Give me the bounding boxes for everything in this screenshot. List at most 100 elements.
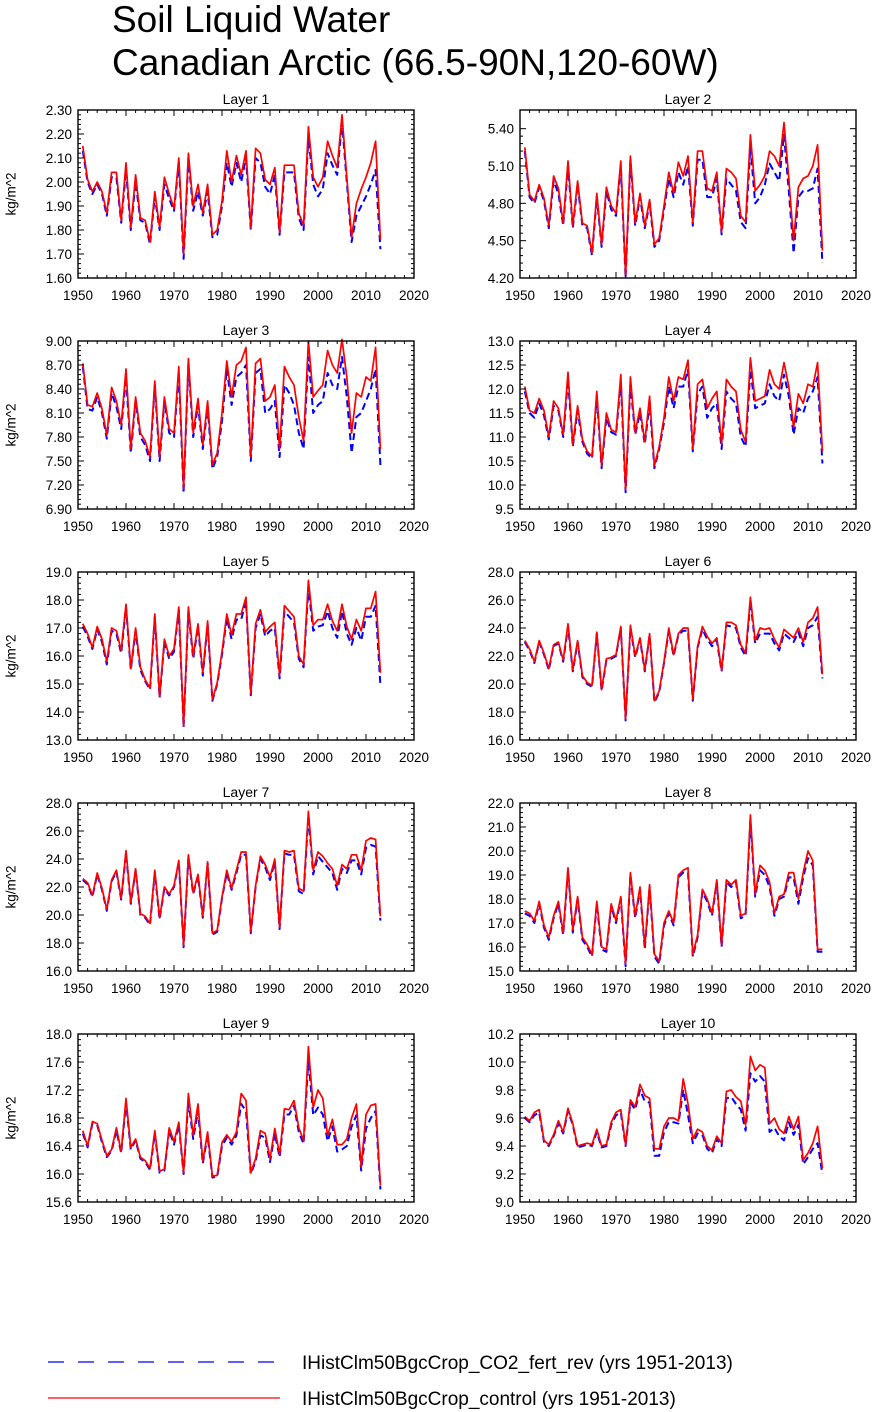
- x-tick-label: 2020: [841, 288, 871, 303]
- x-tick-label: 2010: [793, 981, 823, 996]
- y-tick-label: 10.2: [488, 1027, 514, 1042]
- y-tick-label: 15.0: [488, 964, 514, 979]
- x-tick-label: 1980: [649, 288, 679, 303]
- x-tick-label: 2000: [745, 519, 775, 534]
- y-tick-label: 17.6: [46, 1055, 72, 1070]
- panel-layer-1: Layer 1 kg/m^2 1950 1960 1970 1980 1990 2000 201…: [4, 91, 429, 303]
- x-tick-label: 1950: [63, 750, 93, 765]
- panel-layer-7: Layer 7 kg/m^2 1950 1960 1970 1980 1990 2000 201…: [4, 784, 429, 996]
- x-tick-label: 2000: [303, 750, 333, 765]
- y-tick-label: 1.90: [46, 199, 72, 214]
- y-tick-label: 20.0: [488, 844, 514, 859]
- x-tick-label: 1970: [601, 981, 631, 996]
- x-tick-label: 2010: [351, 1212, 381, 1227]
- series-line-co2-fert-rev: [81, 1057, 382, 1190]
- y-tick-label: 6.90: [46, 502, 72, 517]
- panel-layer-8: Layer 8 1950 1960 1970 1980 1990 2000 2010 2020 1…: [488, 784, 871, 996]
- y-tick-label: 5.10: [488, 159, 514, 174]
- y-tick-label: 2.10: [46, 151, 72, 166]
- x-tick-label: 1960: [111, 750, 141, 765]
- x-tick-label: 1980: [649, 750, 679, 765]
- panel-layer-6: Layer 6 1950 1960 1970 1980 1990 2000 2010 2020 1…: [488, 553, 871, 765]
- y-axis-label: kg/m^2: [4, 403, 19, 446]
- y-tick-label: 20.0: [488, 677, 514, 692]
- y-tick-label: 16.4: [46, 1139, 73, 1154]
- series-line-co2-fert-rev: [524, 1072, 824, 1175]
- x-tick-label: 1970: [601, 288, 631, 303]
- x-tick-label: 2020: [399, 750, 429, 765]
- plot-frame: [77, 340, 415, 510]
- x-tick-label: 1970: [601, 750, 631, 765]
- x-tick-label: 2020: [841, 1212, 871, 1227]
- x-tick-label: 2020: [841, 981, 871, 996]
- y-tick-label: 21.0: [488, 820, 514, 835]
- x-tick-label: 2010: [351, 519, 381, 534]
- x-tick-label: 2020: [399, 519, 429, 534]
- x-tick-label: 2020: [841, 750, 871, 765]
- x-tick-label: 2020: [841, 519, 871, 534]
- y-tick-label: 15.6: [46, 1195, 72, 1210]
- y-tick-label: 16.0: [46, 1167, 72, 1182]
- x-tick-label: 1980: [207, 750, 237, 765]
- y-tick-label: 11.5: [489, 406, 514, 421]
- x-tick-label: 1970: [159, 981, 189, 996]
- x-tick-label: 1980: [207, 981, 237, 996]
- x-tick-label: 1960: [111, 288, 141, 303]
- series-line-control: [81, 338, 382, 490]
- x-tick-label: 1990: [255, 519, 285, 534]
- series-line-co2-fert-rev: [523, 133, 824, 279]
- figure-title-line-2: Canadian Arctic (66.5-90N,120-60W): [112, 42, 719, 83]
- x-tick-label: 1960: [111, 981, 141, 996]
- y-tick-label: 26.0: [488, 593, 514, 608]
- y-tick-label: 22.0: [488, 649, 514, 664]
- y-tick-label: 20.0: [46, 908, 72, 923]
- x-tick-label: 1990: [697, 1212, 727, 1227]
- y-tick-label: 18.0: [46, 936, 72, 951]
- y-tick-label: 28.0: [46, 796, 72, 811]
- panel-layer-5: Layer 5 kg/m^2 1950 1960 1970 1980 1990 2000 201…: [4, 553, 429, 765]
- legend: IHistClm50BgcCrop_CO2_fert_rev (yrs 1951…: [48, 1353, 733, 1410]
- y-tick-label: 16.0: [46, 964, 72, 979]
- y-tick-label: 8.40: [46, 382, 72, 397]
- panel-title: Layer 5: [223, 553, 270, 569]
- x-tick-label: 1960: [111, 519, 141, 534]
- panel-layer-4: Layer 4 1950 1960 1970 1980 1990 2000 2010 2020 9…: [488, 322, 871, 534]
- y-tick-label: 9.4: [495, 1139, 514, 1154]
- y-tick-label: 12.0: [488, 382, 514, 397]
- panel-title: Layer 6: [665, 553, 712, 569]
- y-axis-label: kg/m^2: [4, 634, 19, 677]
- y-axis-label: kg/m^2: [4, 865, 19, 908]
- series-line-co2-fert-rev: [523, 600, 824, 722]
- plot-frame: [77, 109, 415, 279]
- x-tick-label: 1980: [649, 519, 679, 534]
- y-tick-label: 8.70: [46, 358, 72, 373]
- figure-title-line-1: Soil Liquid Water: [112, 0, 390, 40]
- x-tick-label: 1980: [207, 288, 237, 303]
- x-tick-label: 2000: [303, 981, 333, 996]
- y-tick-label: 7.20: [46, 478, 72, 493]
- x-tick-label: 1980: [649, 1212, 679, 1227]
- panel-layer-9: Layer 9 kg/m^2 1950 1960 1970 1980 1990 2000 201…: [4, 1015, 429, 1227]
- series-line-control: [523, 121, 824, 277]
- y-tick-label: 18.0: [488, 705, 514, 720]
- x-tick-label: 1970: [159, 288, 189, 303]
- x-tick-label: 2010: [793, 519, 823, 534]
- x-tick-label: 2010: [793, 288, 823, 303]
- y-tick-label: 22.0: [46, 880, 72, 895]
- x-tick-label: 1980: [207, 1212, 237, 1227]
- x-tick-label: 1990: [697, 750, 727, 765]
- legend-label-co2-fert-rev: IHistClm50BgcCrop_CO2_fert_rev (yrs 1951…: [302, 1353, 733, 1374]
- x-tick-label: 2020: [399, 1212, 429, 1227]
- y-tick-label: 2.30: [46, 103, 72, 118]
- x-tick-label: 1950: [505, 750, 535, 765]
- y-tick-label: 9.2: [495, 1167, 514, 1182]
- y-tick-label: 2.20: [46, 127, 72, 142]
- x-tick-label: 1960: [553, 1212, 583, 1227]
- x-tick-label: 2010: [351, 750, 381, 765]
- x-tick-label: 1950: [505, 288, 535, 303]
- x-tick-label: 1970: [159, 750, 189, 765]
- y-tick-label: 28.0: [488, 565, 514, 580]
- x-tick-label: 1950: [63, 981, 93, 996]
- x-tick-label: 1960: [553, 519, 583, 534]
